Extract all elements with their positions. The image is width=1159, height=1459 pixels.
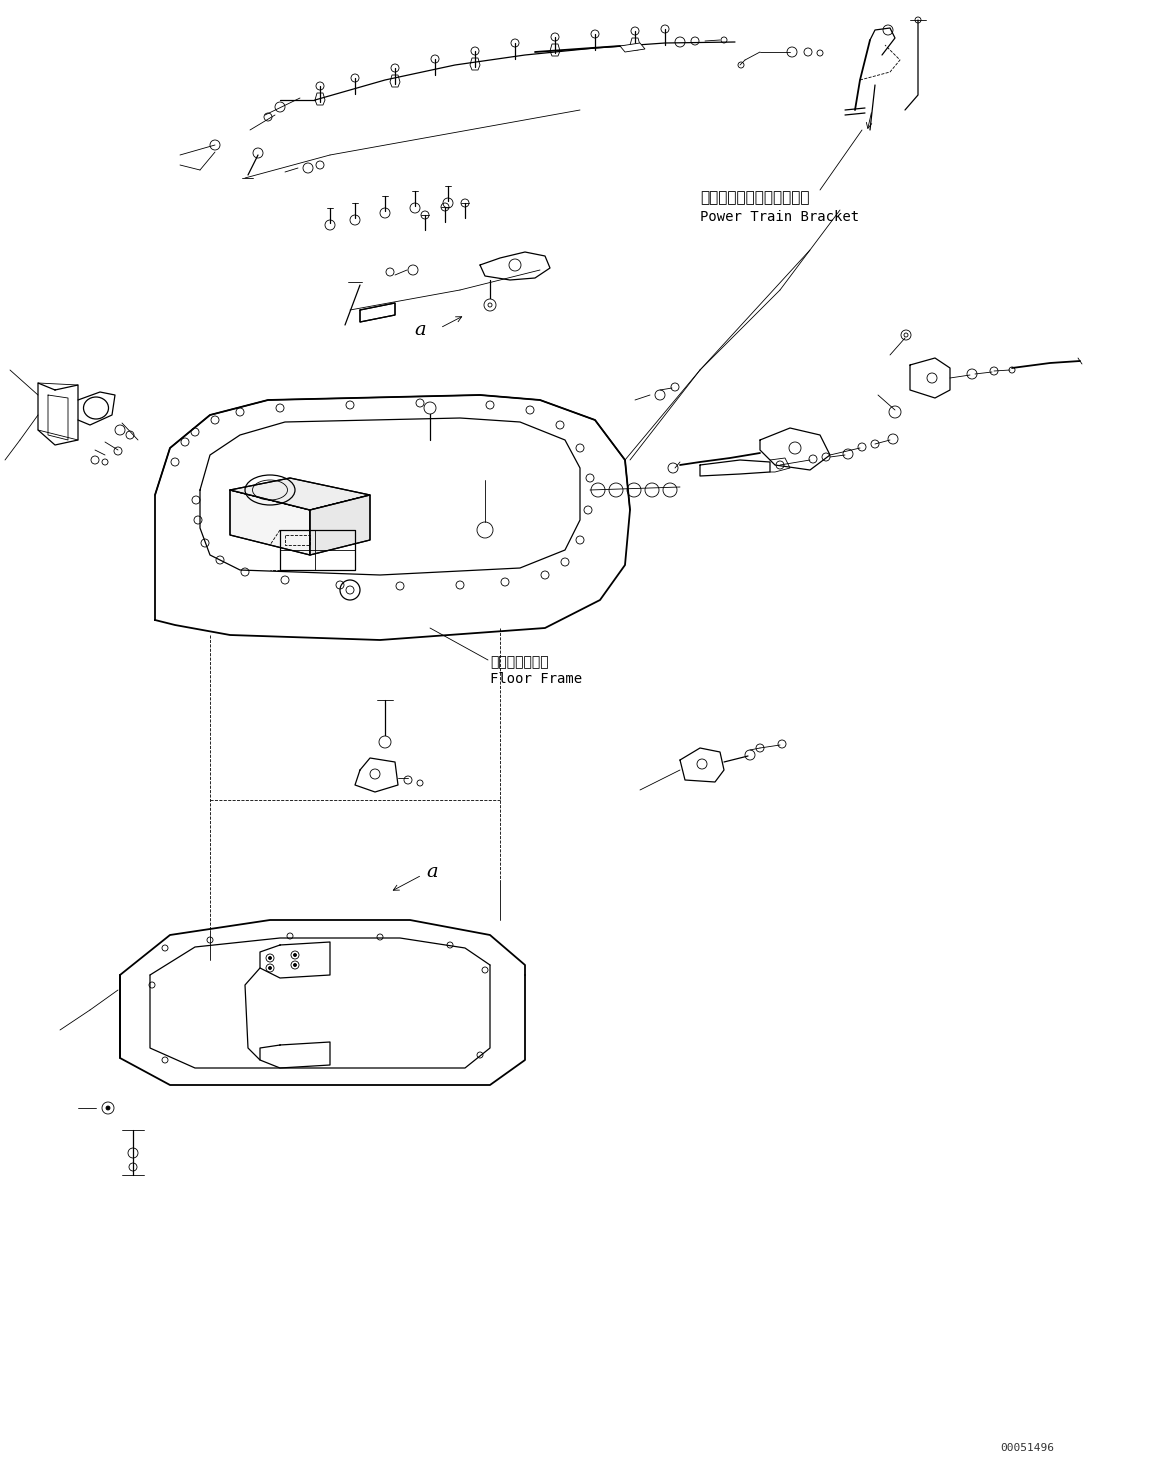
Text: パワートレインブラケット: パワートレインブラケット xyxy=(700,190,809,206)
Text: 00051496: 00051496 xyxy=(1000,1443,1054,1453)
Polygon shape xyxy=(309,495,370,554)
Circle shape xyxy=(105,1106,110,1110)
Polygon shape xyxy=(620,42,646,53)
Text: Floor Frame: Floor Frame xyxy=(490,673,582,686)
Text: フロアフレーム: フロアフレーム xyxy=(490,655,548,670)
Text: a: a xyxy=(427,864,438,881)
Circle shape xyxy=(269,957,271,960)
Polygon shape xyxy=(229,490,309,554)
Circle shape xyxy=(293,963,297,966)
Circle shape xyxy=(293,954,297,957)
Circle shape xyxy=(269,966,271,969)
Polygon shape xyxy=(229,479,370,511)
Text: Power Train Bracket: Power Train Bracket xyxy=(700,210,859,225)
Polygon shape xyxy=(360,303,395,322)
Circle shape xyxy=(484,299,496,311)
Text: a: a xyxy=(414,321,425,338)
Circle shape xyxy=(379,735,391,748)
Circle shape xyxy=(424,403,436,414)
